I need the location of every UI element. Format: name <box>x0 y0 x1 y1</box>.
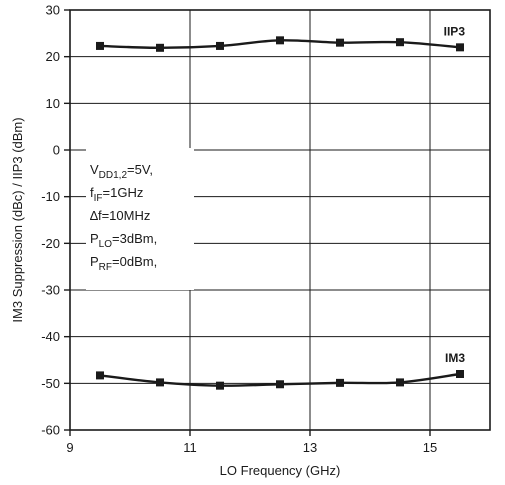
y-tick-label: -30 <box>41 283 60 298</box>
data-point-im3 <box>156 378 164 387</box>
condition-text: ∆f=10MHz <box>90 208 150 223</box>
y-tick-label: -60 <box>41 423 60 438</box>
condition-subscript: IF <box>94 193 103 204</box>
x-tick-label: 15 <box>423 440 437 455</box>
condition-subscript: RF <box>99 262 112 273</box>
y-tick-label: -50 <box>41 376 60 391</box>
condition-main: ∆f=10MHz <box>90 208 150 223</box>
data-point-im3 <box>336 378 344 387</box>
y-tick-label: 20 <box>46 49 60 64</box>
data-point-iip3 <box>396 38 404 47</box>
condition-text: PLO=3dBm, <box>90 231 157 250</box>
y-tick-label: -20 <box>41 236 60 251</box>
y-tick-label: -10 <box>41 189 60 204</box>
x-tick-label: 9 <box>66 440 73 455</box>
x-tick-label: 11 <box>183 440 197 455</box>
series-label-im3: IM3 <box>445 351 465 365</box>
y-tick-label: 30 <box>46 3 60 18</box>
series-group: IIP3 IM3 <box>96 24 466 390</box>
x-tick-label: 13 <box>303 440 317 455</box>
y-tick-labels: 30 20 10 0 -10 -20 -30 -40 -50 -60 <box>41 3 60 438</box>
condition-main: f <box>90 185 94 200</box>
series-label-iip3: IIP3 <box>444 24 466 38</box>
condition-text: VDD1,2=5V, <box>90 162 153 181</box>
condition-value: =3dBm, <box>112 231 157 246</box>
x-axis-title: LO Frequency (GHz) <box>220 463 341 478</box>
data-point-iip3 <box>336 38 344 47</box>
data-point-iip3 <box>156 43 164 52</box>
test-conditions: VDD1,2=5V,fIF=1GHz∆f=10MHzPLO=3dBm,PRF=0… <box>86 148 194 290</box>
condition-value: =5V, <box>127 162 153 177</box>
data-point-im3 <box>96 371 104 380</box>
x-tick-labels: 9 11 13 15 <box>66 440 437 455</box>
data-point-im3 <box>396 378 404 387</box>
condition-main: V <box>90 162 99 177</box>
condition-value: =0dBm, <box>112 254 157 269</box>
y-tick-label: 0 <box>53 143 60 158</box>
data-point-im3 <box>276 380 284 389</box>
conditions-background <box>86 148 194 290</box>
condition-text: fIF=1GHz <box>90 185 143 204</box>
data-point-iip3 <box>276 36 284 45</box>
condition-main: P <box>90 254 99 269</box>
y-axis-title: IM3 Suppression (dBc) / IIP3 (dBm) <box>10 117 25 322</box>
data-point-iip3 <box>456 43 464 52</box>
condition-text: PRF=0dBm, <box>90 254 157 273</box>
condition-value: =1GHz <box>103 185 144 200</box>
data-point-iip3 <box>96 41 104 50</box>
data-point-im3 <box>456 370 464 378</box>
condition-subscript: LO <box>99 239 113 250</box>
condition-main: P <box>90 231 99 246</box>
plot-frame <box>69 9 491 431</box>
data-point-im3 <box>216 381 224 390</box>
y-tick-label: -40 <box>41 329 60 344</box>
data-point-iip3 <box>216 41 224 50</box>
condition-subscript: DD1,2 <box>99 170 128 181</box>
y-tick-label: 10 <box>46 96 60 111</box>
